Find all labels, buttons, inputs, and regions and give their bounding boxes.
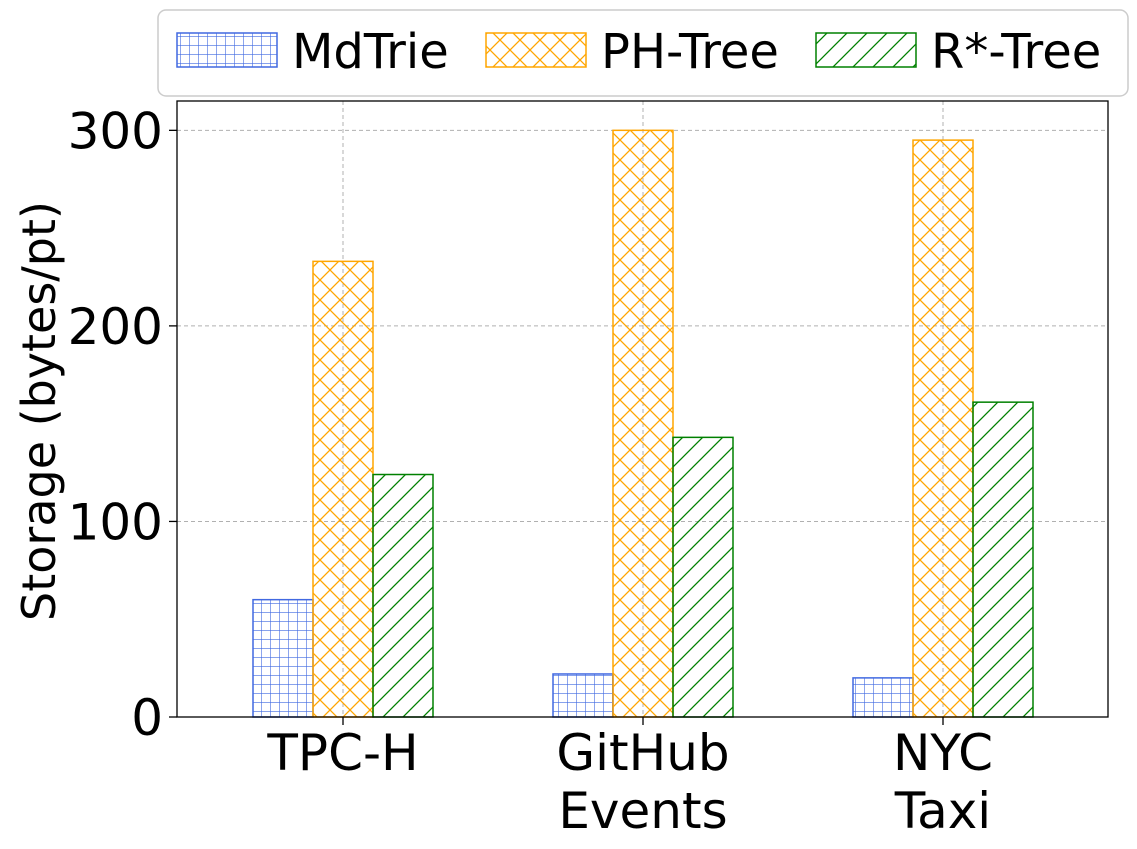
bar-ph-tree-1 xyxy=(612,129,674,718)
y-axis-ticks: 0 100 200 300 xyxy=(68,102,177,747)
legend-swatch-r-star-tree xyxy=(815,32,917,68)
bar-mdtrie-0 xyxy=(252,598,314,718)
bar-mdtrie-2 xyxy=(852,677,914,718)
y-tick-label-2: 200 xyxy=(68,298,163,356)
legend-frame xyxy=(157,9,1129,97)
legend-entry-r-star-tree: R*-Tree xyxy=(815,24,1101,80)
legend: MdTrie PH-Tree R*-Tree xyxy=(157,9,1129,97)
bar-r-tree-0 xyxy=(372,473,434,718)
legend-label-mdtrie: MdTrie xyxy=(292,24,449,80)
y-axis-title: Storage (bytes/pt) xyxy=(12,201,66,621)
legend-swatch-mdtrie xyxy=(176,32,278,68)
y-tick-label-0: 0 xyxy=(131,689,163,747)
bar-r-tree-2 xyxy=(972,401,1034,718)
bar-ph-tree-0 xyxy=(312,260,374,718)
legend-entry-ph-tree: PH-Tree xyxy=(485,24,779,80)
x-tick-label-2: NYC Taxi xyxy=(893,724,993,840)
bar-mdtrie-1 xyxy=(552,673,614,718)
x-axis-ticks: TPC-H GitHub Events NYC Taxi xyxy=(266,717,993,840)
bar-r-tree-1 xyxy=(672,436,734,718)
y-tick-label-3: 300 xyxy=(68,102,163,160)
legend-swatch-ph-tree xyxy=(485,32,587,68)
x-tick-label-0: TPC-H xyxy=(266,724,418,782)
legend-label-ph-tree: PH-Tree xyxy=(601,24,779,80)
x-tick-label-1: GitHub Events xyxy=(556,724,729,840)
legend-label-r-star-tree: R*-Tree xyxy=(931,24,1101,80)
y-tick-label-1: 100 xyxy=(68,493,163,551)
bar-ph-tree-2 xyxy=(912,139,974,718)
bars xyxy=(252,129,1034,718)
legend-entry-mdtrie: MdTrie xyxy=(176,24,449,80)
